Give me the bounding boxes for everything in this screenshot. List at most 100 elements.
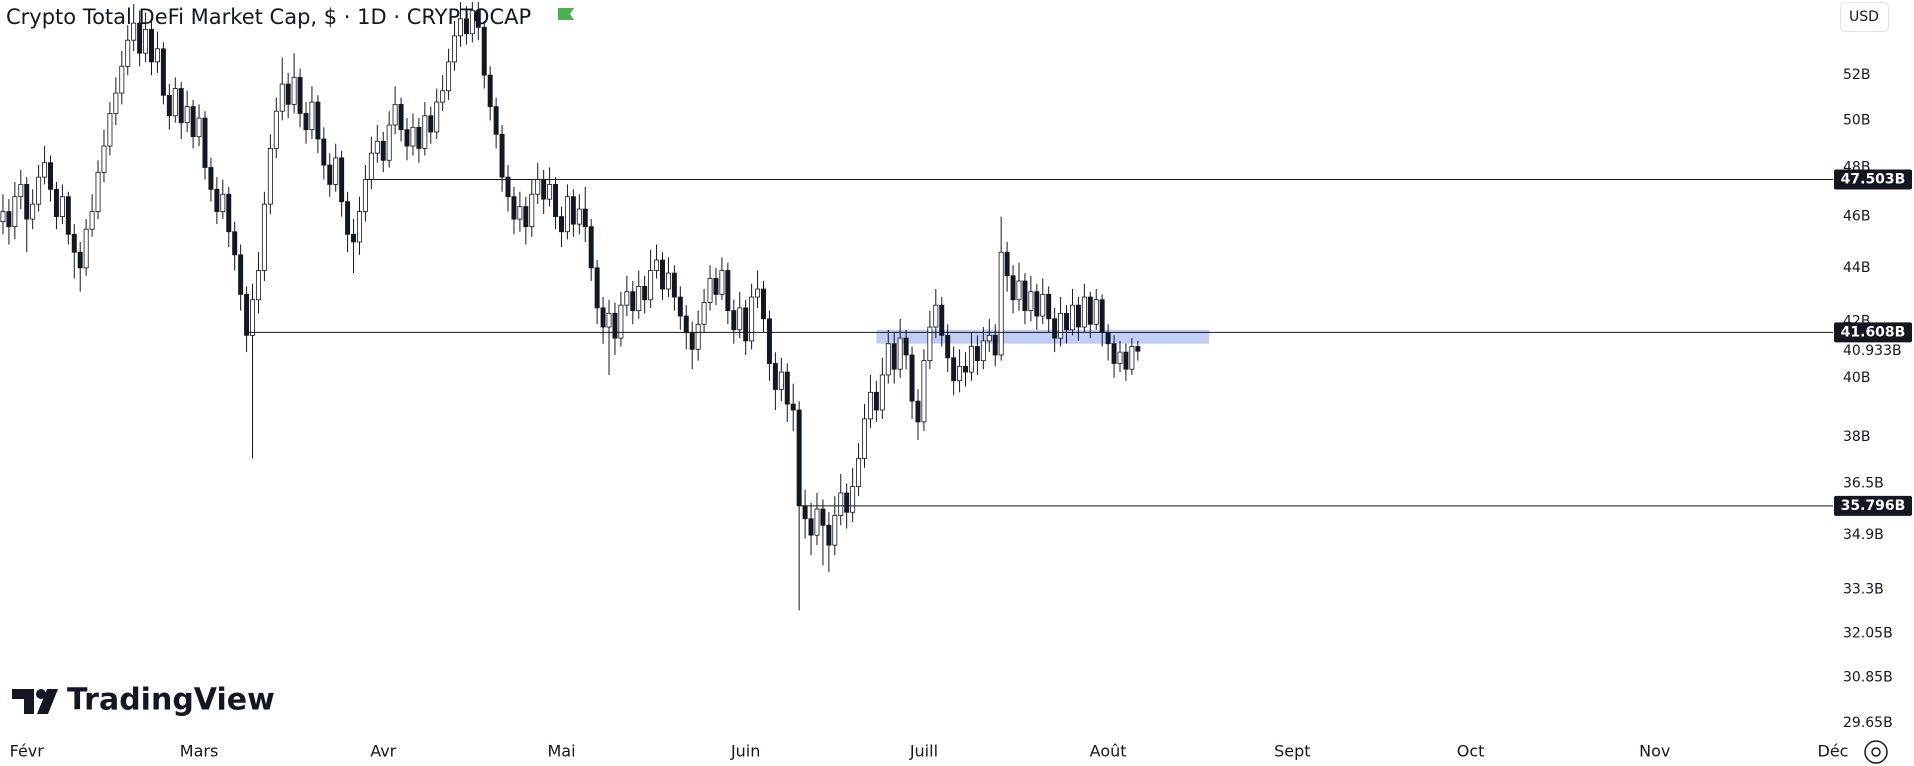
candle-body bbox=[856, 458, 862, 488]
candle-body bbox=[499, 133, 505, 178]
candle-body bbox=[701, 302, 707, 325]
candle-body bbox=[612, 312, 618, 339]
candle-body bbox=[463, 18, 469, 35]
candle-body bbox=[410, 126, 416, 147]
candle-body bbox=[820, 508, 826, 526]
candle-body bbox=[606, 312, 612, 328]
currency-label[interactable]: USD bbox=[1849, 9, 1879, 25]
candle-body bbox=[1052, 318, 1058, 339]
candle-body bbox=[356, 211, 362, 243]
candle-body bbox=[553, 184, 559, 217]
candle-body bbox=[184, 106, 190, 124]
candle-body bbox=[374, 140, 380, 154]
candle-body bbox=[339, 157, 345, 203]
candle-body bbox=[737, 307, 743, 331]
candle-body bbox=[1117, 351, 1123, 364]
candle-body bbox=[267, 148, 273, 205]
candle-body bbox=[214, 188, 220, 212]
candle-body bbox=[1123, 351, 1129, 370]
y-tick-label: 36.5B bbox=[1843, 475, 1884, 491]
candle-body bbox=[53, 188, 59, 217]
price-label-box bbox=[1834, 322, 1912, 343]
candle-body bbox=[814, 508, 820, 536]
candle-body bbox=[481, 26, 487, 76]
candle-body bbox=[469, 10, 475, 35]
currency-button[interactable] bbox=[1840, 2, 1889, 32]
price-label: 47.503B bbox=[1841, 171, 1906, 187]
candle-body bbox=[939, 304, 945, 336]
candle-body bbox=[1111, 343, 1117, 364]
candle-body bbox=[986, 334, 992, 342]
time-axis: Févr Mars Avr Mai Juin Juill Août Sept Oct Nov Déc bbox=[10, 733, 1848, 761]
candle-body bbox=[832, 515, 838, 546]
candle-body bbox=[143, 29, 149, 54]
candle-body bbox=[89, 211, 95, 230]
candle-body bbox=[963, 365, 968, 373]
candle-body bbox=[446, 61, 452, 92]
candle-body bbox=[475, 10, 481, 28]
candle-body bbox=[529, 193, 535, 228]
candle-body bbox=[303, 113, 309, 131]
candle-body bbox=[802, 505, 808, 520]
x-tick-label: Juill bbox=[909, 742, 938, 761]
y-tick-label: 30.85B bbox=[1843, 669, 1893, 685]
candle-body bbox=[731, 310, 737, 331]
candle-body bbox=[933, 304, 939, 328]
candle-body bbox=[570, 196, 576, 225]
candle-body bbox=[707, 277, 713, 303]
x-tick-label: Nov bbox=[1639, 742, 1670, 761]
candle-body bbox=[238, 254, 244, 295]
candle-body bbox=[636, 285, 642, 311]
y-tick-label: 44B bbox=[1843, 260, 1870, 276]
candle-body bbox=[998, 251, 1004, 356]
candle-body bbox=[784, 371, 790, 405]
candle-body bbox=[131, 22, 137, 41]
candle-body bbox=[654, 259, 660, 271]
candle-body bbox=[1105, 332, 1111, 345]
candle-body bbox=[1016, 280, 1022, 301]
candle-body bbox=[945, 334, 951, 359]
candle-body bbox=[582, 208, 588, 228]
candle-body bbox=[951, 357, 957, 382]
candle-body bbox=[677, 296, 683, 317]
candle-body bbox=[1058, 312, 1064, 339]
candle-body bbox=[113, 92, 119, 114]
candle-body bbox=[196, 117, 202, 138]
candle-body bbox=[119, 65, 125, 94]
price-label-box bbox=[1834, 169, 1912, 190]
price-label: 35.796B bbox=[1841, 498, 1906, 514]
candle-body bbox=[559, 216, 564, 233]
x-tick-label: Avr bbox=[370, 742, 396, 761]
candle-body bbox=[535, 179, 541, 195]
y-tick-label: 34.9B bbox=[1843, 527, 1884, 543]
candle-body bbox=[137, 22, 143, 54]
candle-body bbox=[778, 371, 784, 390]
y-tick-label: 33.3B bbox=[1843, 581, 1884, 597]
candle-body bbox=[968, 346, 974, 373]
candle-body bbox=[452, 35, 458, 63]
candle-body bbox=[250, 299, 255, 336]
y-tick-label: 46B bbox=[1843, 209, 1870, 225]
candle-body bbox=[921, 360, 927, 423]
last-price-label: 40.933B bbox=[1843, 343, 1902, 359]
candle-body bbox=[273, 110, 279, 149]
settings-button[interactable] bbox=[1864, 740, 1888, 764]
candle-body bbox=[665, 272, 671, 290]
candle-body bbox=[927, 326, 933, 362]
candle-body bbox=[547, 184, 553, 200]
candle-body bbox=[624, 291, 630, 306]
candle-body bbox=[903, 337, 909, 356]
candle-body bbox=[315, 101, 321, 140]
candle-body bbox=[36, 176, 42, 205]
price-label: 41.608B bbox=[1841, 324, 1906, 340]
price-axis: 52B50B48B46B44B42B40B38B36.5B34.9B33.3B3… bbox=[1833, 67, 1912, 731]
candle-body bbox=[1034, 291, 1040, 317]
candle-body bbox=[380, 140, 386, 161]
candle-body bbox=[0, 211, 6, 223]
candle-body bbox=[398, 103, 404, 131]
candle-body bbox=[297, 76, 303, 114]
candle-body bbox=[416, 126, 422, 149]
candle-body bbox=[974, 346, 980, 362]
y-tick-label: 50B bbox=[1843, 112, 1870, 128]
candle-body bbox=[107, 113, 113, 147]
